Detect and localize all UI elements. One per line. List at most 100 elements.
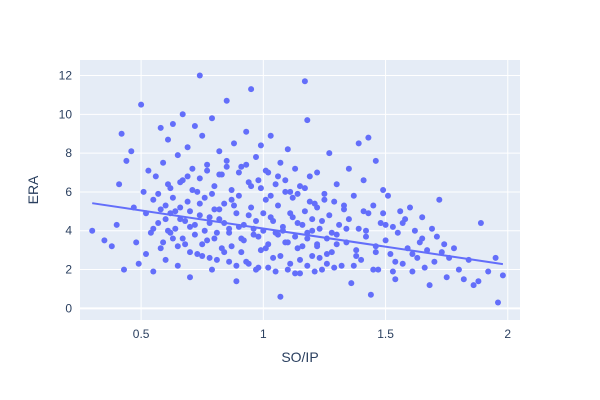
data-point xyxy=(209,190,215,197)
data-point xyxy=(196,175,203,182)
data-point xyxy=(213,256,220,263)
data-point xyxy=(277,159,284,166)
data-point xyxy=(194,251,201,257)
data-point xyxy=(155,220,162,226)
data-point xyxy=(297,270,303,277)
y-tick-label: 6 xyxy=(65,185,72,199)
data-point xyxy=(311,268,318,275)
data-point xyxy=(419,235,426,242)
data-point xyxy=(277,293,284,300)
data-point xyxy=(316,225,323,232)
data-point xyxy=(306,173,313,180)
data-point xyxy=(172,208,179,215)
data-point xyxy=(328,229,335,236)
data-point xyxy=(341,202,347,209)
data-point xyxy=(245,212,252,219)
data-point xyxy=(419,214,426,221)
data-point xyxy=(157,206,164,213)
y-tick-label: 8 xyxy=(65,146,72,160)
data-point xyxy=(333,181,340,188)
data-point xyxy=(206,214,213,221)
data-point xyxy=(228,196,235,203)
data-point xyxy=(135,260,142,267)
data-point xyxy=(294,220,301,226)
data-point xyxy=(451,245,457,252)
data-point xyxy=(409,251,416,257)
y-tick-label: 10 xyxy=(59,107,73,121)
data-point xyxy=(382,221,389,228)
data-point xyxy=(262,167,269,174)
data-point xyxy=(223,97,230,104)
data-point xyxy=(436,196,443,203)
data-point xyxy=(365,210,372,217)
data-point xyxy=(331,198,338,205)
data-point xyxy=(297,183,303,190)
data-point xyxy=(226,229,233,236)
data-point xyxy=(233,262,240,269)
data-point xyxy=(189,187,196,193)
data-point xyxy=(429,225,435,232)
data-point xyxy=(326,150,333,157)
data-point xyxy=(199,132,206,139)
data-point xyxy=(333,231,340,238)
data-point xyxy=(257,185,264,192)
data-point xyxy=(216,148,223,155)
data-point xyxy=(184,144,191,151)
data-point xyxy=(331,264,338,271)
data-point xyxy=(231,140,237,147)
data-point xyxy=(128,148,135,155)
data-point xyxy=(150,196,157,203)
x-tick-label: 1 xyxy=(260,327,267,341)
data-point xyxy=(372,157,379,164)
data-point xyxy=(399,260,406,267)
data-point xyxy=(267,132,274,139)
data-point xyxy=(196,200,203,207)
data-point xyxy=(414,254,421,261)
data-point xyxy=(380,187,387,193)
data-point xyxy=(162,256,169,263)
data-point xyxy=(265,241,272,248)
x-tick-label: 0.5 xyxy=(133,327,150,341)
data-point xyxy=(309,253,316,259)
data-point xyxy=(201,194,208,201)
data-point xyxy=(289,194,296,201)
data-point xyxy=(174,262,181,269)
data-point xyxy=(319,218,325,224)
data-point xyxy=(399,220,406,226)
data-point xyxy=(248,183,255,190)
data-point xyxy=(257,142,264,149)
data-point xyxy=(443,274,450,281)
y-tick-label: 0 xyxy=(65,301,72,315)
y-tick-labels: 0 2 4 6 8 10 12 xyxy=(59,69,73,316)
data-point xyxy=(113,221,120,228)
data-point xyxy=(265,264,272,271)
data-point xyxy=(157,124,164,131)
data-point xyxy=(345,216,352,223)
data-point xyxy=(380,210,387,217)
data-point xyxy=(363,233,369,240)
data-point xyxy=(248,204,255,211)
data-point xyxy=(338,262,345,269)
data-point xyxy=(284,266,291,273)
data-point xyxy=(304,235,311,242)
data-point xyxy=(455,266,462,273)
data-point xyxy=(187,223,193,230)
data-point xyxy=(360,208,367,215)
data-point xyxy=(209,115,215,122)
data-point xyxy=(314,243,321,250)
data-point xyxy=(345,165,352,172)
data-point xyxy=(389,223,396,230)
data-point xyxy=(155,190,162,197)
data-point xyxy=(184,198,191,205)
data-point xyxy=(495,299,501,306)
data-point xyxy=(294,245,301,252)
x-tick-label: 2 xyxy=(504,327,511,341)
data-point xyxy=(370,266,377,273)
data-point xyxy=(372,249,379,256)
data-point xyxy=(133,239,140,246)
data-point xyxy=(360,177,367,184)
y-tick-label: 4 xyxy=(65,224,72,238)
data-point xyxy=(309,216,316,223)
data-point xyxy=(233,210,240,217)
